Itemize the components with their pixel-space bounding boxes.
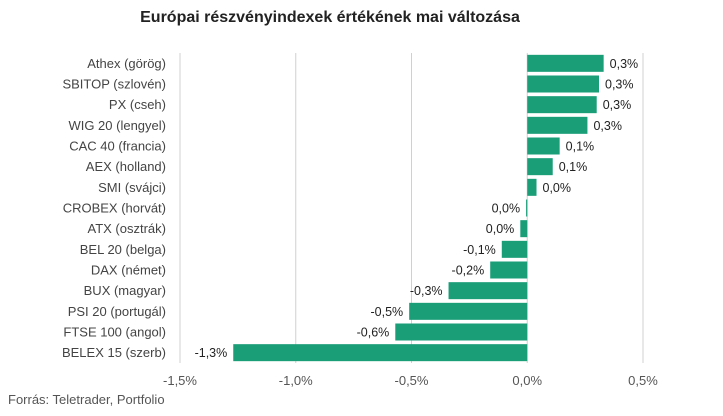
bar (501, 240, 528, 258)
bar (527, 137, 560, 155)
data-label: -1,3% (195, 346, 228, 360)
data-label: -0,1% (463, 243, 496, 257)
bar-chart: -1,5% -1,0% -0,5% 0,0% 0,5% Athex (görög) 0,3%… (62, 53, 658, 388)
data-label: -0,6% (357, 326, 390, 340)
data-label: 0,3% (593, 119, 622, 133)
x-tick-label: -1,0% (279, 373, 313, 388)
data-label: 0,3% (610, 57, 639, 71)
category-label: ATX (osztrák) (88, 221, 167, 236)
category-label: PSI 20 (portugál) (68, 304, 166, 319)
bar (526, 199, 528, 217)
x-tick-label: -0,5% (395, 373, 429, 388)
data-label: 0,0% (486, 222, 515, 236)
category-label: BELEX 15 (szerb) (62, 345, 166, 360)
bar (527, 178, 537, 196)
data-label: -0,3% (410, 284, 443, 298)
bar (490, 261, 528, 279)
bar (527, 116, 588, 134)
source-note: Forrás: Teletrader, Portfolio (8, 392, 165, 407)
category-label: Athex (görög) (87, 56, 166, 71)
bar (527, 158, 553, 176)
data-label: 0,1% (566, 140, 595, 154)
category-label: PX (cseh) (109, 97, 166, 112)
category-label: CAC 40 (francia) (69, 139, 166, 154)
bar (527, 96, 597, 114)
chart-title: Európai részvényindexek értékének mai vá… (140, 9, 520, 26)
bar (520, 220, 528, 238)
category-label: DAX (német) (91, 263, 166, 278)
bar (233, 344, 528, 362)
category-label: FTSE 100 (angol) (63, 325, 166, 340)
category-label: AEX (holland) (86, 159, 166, 174)
data-label: 0,0% (543, 181, 572, 195)
x-tick-label: 0,5% (628, 373, 658, 388)
bar (527, 75, 600, 93)
data-label: -0,2% (452, 264, 485, 278)
bar (409, 302, 528, 320)
bar (448, 282, 528, 300)
bar (395, 323, 528, 341)
data-label: 0,3% (605, 78, 634, 92)
category-label: CROBEX (horvát) (63, 201, 166, 216)
x-tick-label: 0,0% (512, 373, 542, 388)
category-label: BEL 20 (belga) (80, 242, 166, 257)
category-label: WIG 20 (lengyel) (68, 118, 166, 133)
category-label: SBITOP (szlovén) (62, 77, 166, 92)
category-label: BUX (magyar) (84, 283, 166, 298)
category-label: SMI (svájci) (98, 180, 166, 195)
data-label: 0,1% (559, 160, 588, 174)
data-label: 0,3% (603, 98, 632, 112)
data-label: 0,0% (492, 202, 521, 216)
data-label: -0,5% (371, 305, 404, 319)
x-tick-label: -1,5% (163, 373, 197, 388)
bar (527, 54, 604, 72)
